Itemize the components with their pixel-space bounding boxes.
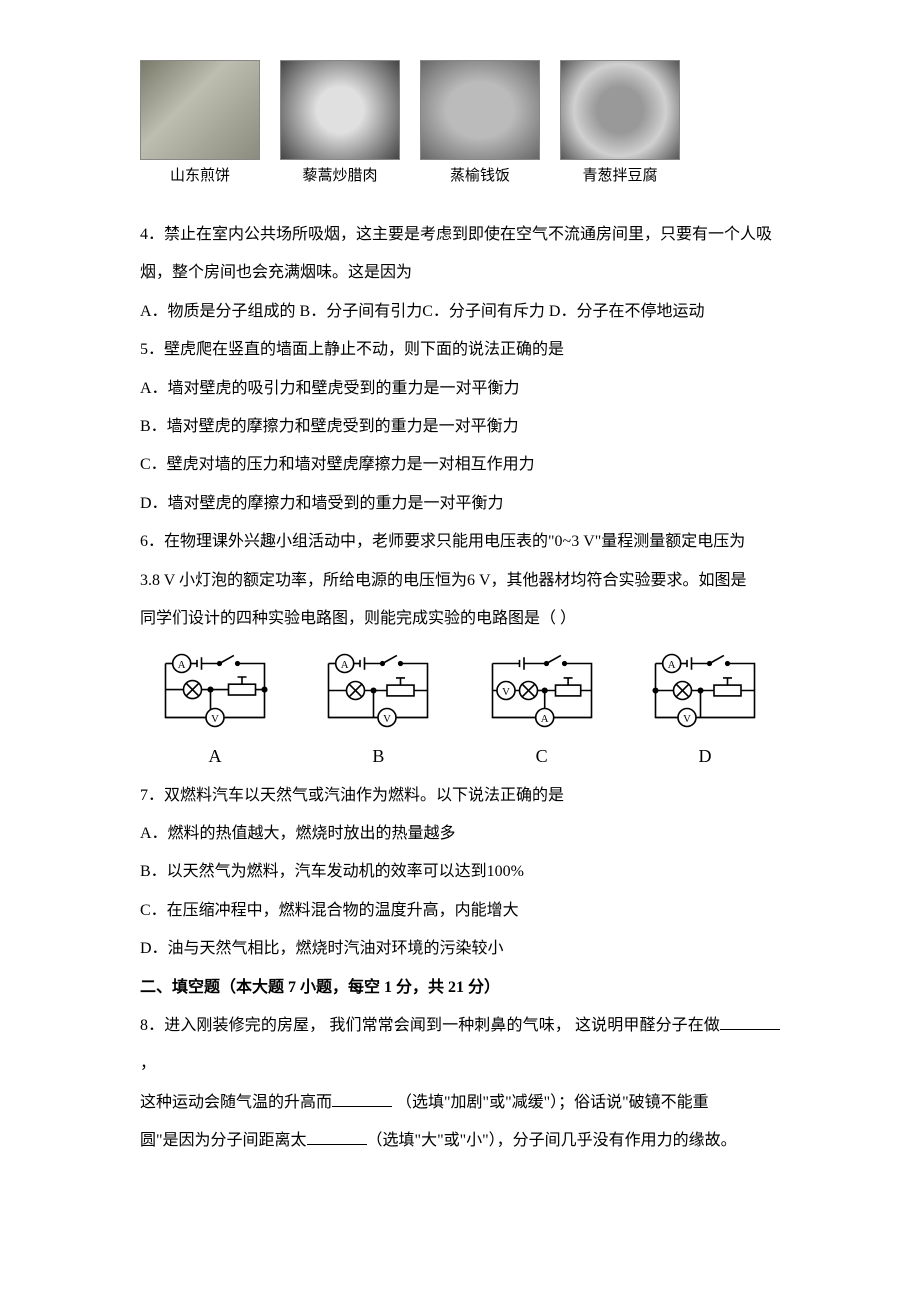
q8-blank-3[interactable] xyxy=(307,1128,367,1145)
dish-4: 青葱拌豆腐 xyxy=(560,60,680,188)
q7-opt-b: B．以天然气为燃料，汽车发动机的效率可以达到100% xyxy=(140,853,780,891)
q6-line2: 3.8 V 小灯泡的额定功率，所给电源的电压恒为6 V，其他器材均符合实验要求。… xyxy=(140,562,780,600)
q8-blank-2[interactable] xyxy=(332,1090,392,1107)
svg-text:A: A xyxy=(668,659,676,671)
q7-opt-c: C．在压缩冲程中，燃料混合物的温度升高，内能增大 xyxy=(140,892,780,930)
circuit-b-svg: A V xyxy=(303,650,453,740)
q8-l2a: 这种运动会随气温的升高而 xyxy=(140,1094,332,1111)
q5-opt-a: A．墙对壁虎的吸引力和壁虎受到的重力是一对平衡力 xyxy=(140,370,780,408)
q5-opt-d: D．墙对壁虎的摩擦力和墙受到的重力是一对平衡力 xyxy=(140,485,780,523)
dish-3-caption: 蒸榆钱饭 xyxy=(450,164,510,188)
q5-opt-c: C．壁虎对墙的压力和墙对壁虎摩擦力是一对相互作用力 xyxy=(140,446,780,484)
circuit-c: V A C xyxy=(467,650,617,772)
circuit-c-svg: V A xyxy=(467,650,617,740)
dish-1-img xyxy=(140,60,260,160)
circuit-b: A V B xyxy=(303,650,453,772)
svg-text:V: V xyxy=(683,713,691,725)
q6-line1: 6．在物理课外兴趣小组活动中，老师要求只能用电压表的"0~3 V"量程测量额定电… xyxy=(140,523,780,561)
dish-2: 藜蒿炒腊肉 xyxy=(280,60,400,188)
q4-stem-line1: 4．禁止在室内公共场所吸烟，这主要是考虑到即使在空气不流通房间里，只要有一个人吸 xyxy=(140,216,780,254)
dish-1-caption: 山东煎饼 xyxy=(170,164,230,188)
circuit-a-label: A xyxy=(209,740,222,772)
q4-options: A．物质是分子组成的 B．分子间有引力C．分子间有斥力 D．分子在不停地运动 xyxy=(140,293,780,331)
circuit-b-label: B xyxy=(372,740,384,772)
svg-text:V: V xyxy=(383,713,391,725)
q8-blank-1[interactable] xyxy=(720,1013,780,1030)
q8-line3: 圆"是因为分子间距离太 （选填"大"或"小"），分子间几乎没有作用力的缘故。 xyxy=(140,1122,780,1160)
circuit-c-label: C xyxy=(536,740,548,772)
q8-line2: 这种运动会随气温的升高而 （选填"加剧"或"减缓"）；俗话说"破镜不能重 xyxy=(140,1084,780,1122)
q4-stem-line2: 烟，整个房间也会充满烟味。这是因为 xyxy=(140,254,780,292)
page: 山东煎饼 藜蒿炒腊肉 蒸榆钱饭 青葱拌豆腐 4．禁止在室内公共场所吸烟，这主要是… xyxy=(70,0,850,1221)
circuit-a: A V xyxy=(140,650,290,772)
svg-text:V: V xyxy=(502,686,510,698)
q7-opt-d: D．油与天然气相比，燃烧时汽油对环境的污染较小 xyxy=(140,930,780,968)
q8-l1b: ， xyxy=(140,1055,156,1072)
q8-line1: 8．进入刚装修完的房屋， 我们常常会闻到一种刺鼻的气味， 这说明甲醛分子在做 ， xyxy=(140,1007,780,1084)
q5-stem: 5．壁虎爬在竖直的墙面上静止不动，则下面的说法正确的是 xyxy=(140,331,780,369)
section-2-title: 二、填空题（本大题 7 小题，每空 1 分，共 21 分） xyxy=(140,969,780,1007)
dish-images-row: 山东煎饼 藜蒿炒腊肉 蒸榆钱饭 青葱拌豆腐 xyxy=(140,60,780,188)
circuit-d: A V D xyxy=(630,650,780,772)
svg-text:A: A xyxy=(178,659,186,671)
q7-stem: 7．双燃料汽车以天然气或汽油作为燃料。以下说法正确的是 xyxy=(140,777,780,815)
q5-opt-b: B．墙对壁虎的摩擦力和壁虎受到的重力是一对平衡力 xyxy=(140,408,780,446)
dish-1: 山东煎饼 xyxy=(140,60,260,188)
circuit-d-label: D xyxy=(698,740,711,772)
dish-2-img xyxy=(280,60,400,160)
spacer xyxy=(140,196,780,216)
q8-l2b: （选填"加剧"或"减缓"）；俗话说"破镜不能重 xyxy=(392,1094,709,1111)
q7-opt-a: A．燃料的热值越大，燃烧时放出的热量越多 xyxy=(140,815,780,853)
dish-3: 蒸榆钱饭 xyxy=(420,60,540,188)
svg-text:A: A xyxy=(341,659,349,671)
dish-4-caption: 青葱拌豆腐 xyxy=(582,164,657,188)
dish-4-img xyxy=(560,60,680,160)
dish-3-img xyxy=(420,60,540,160)
svg-text:A: A xyxy=(540,713,548,725)
q8-l3a: 圆"是因为分子间距离太 xyxy=(140,1132,307,1149)
q8-l1a: 8．进入刚装修完的房屋， 我们常常会闻到一种刺鼻的气味， 这说明甲醛分子在做 xyxy=(140,1017,720,1034)
q6-line3: 同学们设计的四种实验电路图，则能完成实验的电路图是（ ） xyxy=(140,600,780,638)
q8-l3b: （选填"大"或"小"），分子间几乎没有作用力的缘故。 xyxy=(367,1132,737,1149)
circuit-d-svg: A V xyxy=(630,650,780,740)
svg-text:V: V xyxy=(211,713,219,725)
dish-2-caption: 藜蒿炒腊肉 xyxy=(302,164,377,188)
circuit-diagrams-row: A V xyxy=(140,650,780,772)
circuit-a-svg: A V xyxy=(140,650,290,740)
